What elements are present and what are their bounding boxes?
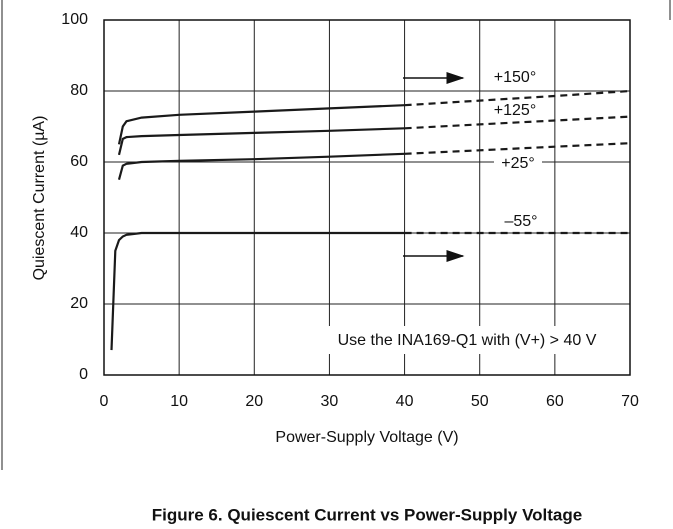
x-tick-label: 20: [245, 393, 263, 410]
y-axis-label: Quiescent Current (µA): [31, 116, 48, 281]
x-axis-label: Power-Supply Voltage (V): [275, 429, 458, 446]
line-dashed: [404, 89, 631, 107]
x-tick-label: 30: [321, 393, 339, 410]
line: [110, 231, 405, 351]
x-tick-label: 50: [471, 393, 489, 410]
y-tick-label: 80: [70, 82, 88, 99]
line: [117, 152, 405, 180]
series-label-bg: [491, 102, 539, 120]
grid: [103, 19, 631, 376]
note: Use the INA169-Q1 with (V+) > 40 V: [338, 332, 597, 349]
x-tick-label: 0: [100, 393, 109, 410]
x-tick-label: 40: [396, 393, 414, 410]
series-label: –55°: [504, 213, 537, 230]
x-tick-label: 70: [621, 393, 639, 410]
series-label: +125°: [494, 102, 536, 119]
y-tick-label: 100: [61, 11, 88, 28]
series-label-bg: [494, 155, 542, 173]
series-label: +150°: [494, 69, 536, 86]
y-tick-label: 0: [79, 366, 88, 383]
line: [117, 104, 405, 145]
note-box: [305, 326, 627, 354]
plot-frame: [103, 19, 631, 376]
caption: Figure 6. Quiescent Current vs Power-Sup…: [152, 505, 582, 524]
x-tick-label: 60: [546, 393, 564, 410]
series-label: +25°: [501, 155, 535, 172]
x-tick-label: 10: [170, 393, 188, 410]
series-label-bg: [491, 69, 539, 87]
y-tick-label: 40: [70, 224, 88, 241]
y-tick-label: 60: [70, 153, 88, 170]
marks: +150° +125° +25° –55°: [110, 69, 631, 351]
y-tick-label: 20: [70, 295, 88, 312]
line-dashed: [404, 142, 631, 155]
line: [117, 127, 405, 156]
line-dashed: [404, 115, 631, 130]
series-label-bg: [497, 213, 545, 231]
